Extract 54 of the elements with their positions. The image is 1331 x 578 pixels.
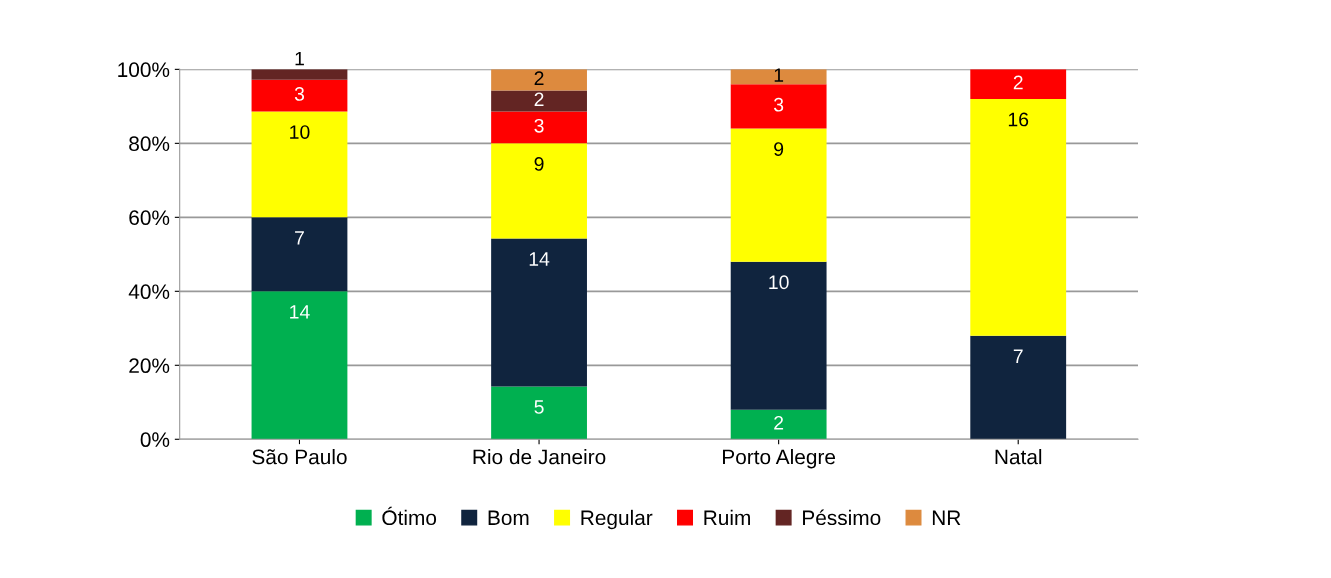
annotation: 2	[774, 415, 784, 430]
bar	[491, 143, 587, 239]
legend-label: Ótimo	[382, 506, 437, 526]
annotation: 10	[769, 275, 789, 290]
annotation: 3	[534, 118, 544, 133]
bar	[730, 128, 827, 262]
annotation: 7	[1013, 349, 1023, 363]
bar	[251, 217, 348, 292]
annotation: 5	[534, 400, 544, 414]
bar	[251, 79, 348, 112]
y-tick-label: 60%	[129, 210, 170, 226]
annotation: 2	[1013, 75, 1023, 90]
bar	[970, 335, 1067, 440]
bar	[970, 69, 1067, 99]
annotation: 14	[529, 252, 550, 266]
bar	[970, 98, 1067, 336]
x-tick-label: São Paulo	[252, 449, 347, 465]
legend-label: Ruim	[704, 509, 750, 526]
annotation: 9	[534, 156, 544, 171]
annotation: 3	[773, 97, 784, 112]
annotation: 9	[774, 142, 784, 156]
bar	[491, 386, 587, 440]
bar	[491, 238, 587, 387]
legend-label: Regular	[581, 509, 653, 530]
y-tick-label: 80%	[129, 136, 170, 152]
x-tick-label: Rio de Janeiro	[473, 449, 606, 465]
bar	[251, 111, 348, 218]
bar	[491, 69, 587, 91]
annotation: 7	[295, 231, 304, 245]
y-tick-label: 40%	[128, 284, 170, 300]
y-tick-label: 100%	[118, 62, 170, 78]
bar	[730, 69, 827, 85]
bar	[251, 291, 348, 440]
bar	[730, 409, 827, 440]
legend-label: Bom	[488, 510, 529, 526]
annotation: 16	[1008, 112, 1029, 127]
annotation: 3	[294, 87, 305, 101]
annotation: 1	[774, 68, 784, 82]
annotation: 10	[290, 125, 310, 139]
bar	[491, 90, 587, 112]
x-tick-label: Natal	[995, 449, 1042, 465]
y-tick-label: 20%	[129, 358, 170, 374]
bar	[730, 261, 827, 410]
annotation: 2	[534, 92, 544, 107]
annotation: 14	[290, 305, 310, 319]
legend-label: NR	[932, 510, 961, 525]
bar	[730, 84, 827, 129]
x-tick-label: Porto Alegre	[723, 449, 836, 469]
bar	[251, 69, 348, 80]
y-tick-label: 0%	[140, 432, 170, 448]
bar	[491, 111, 587, 144]
annotation: 2	[534, 71, 544, 85]
annotation: 1	[295, 51, 304, 66]
legend-label: Péssimo	[803, 509, 881, 526]
